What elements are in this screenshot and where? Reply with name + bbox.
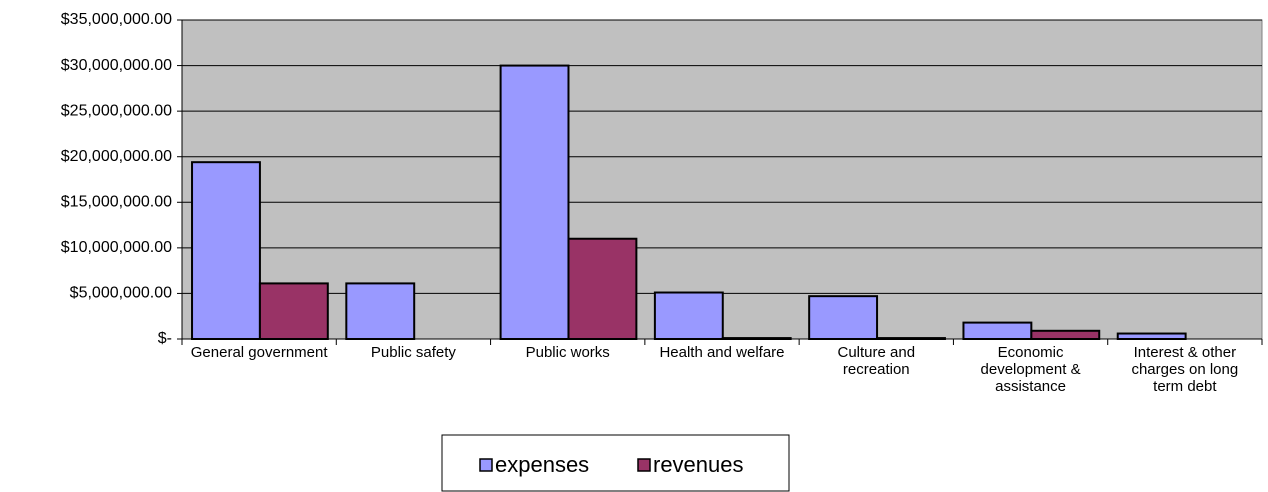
x-tick-label: General government [190, 344, 328, 361]
x-tick-label: Culture and recreation [837, 344, 916, 378]
y-tick-label: $30,000,000.00 [61, 57, 172, 74]
y-tick-label: $10,000,000.00 [61, 239, 172, 256]
legend-swatch [637, 458, 651, 472]
bar [499, 64, 570, 340]
bar [962, 321, 1033, 341]
x-tick-label: Interest & other charges on long term de… [1131, 344, 1239, 395]
legend-label: revenues [653, 452, 744, 477]
y-tick-label: $25,000,000.00 [61, 102, 172, 119]
legend-label: expenses [495, 452, 589, 477]
bar [345, 282, 416, 341]
x-tick-label: Economic development & assistance [980, 344, 1081, 395]
bar [1030, 329, 1101, 341]
bar [258, 282, 329, 341]
bar [567, 237, 638, 340]
bar [808, 295, 879, 341]
bar [653, 291, 724, 341]
plot-area [181, 19, 1263, 340]
y-tick-label: $- [158, 330, 172, 347]
y-tick-label: $15,000,000.00 [61, 194, 172, 211]
y-tick-label: $5,000,000.00 [70, 285, 172, 302]
bar [191, 161, 261, 340]
y-tick-label: $35,000,000.00 [61, 11, 172, 28]
x-tick-label: Health and welfare [659, 344, 785, 361]
x-tick-label: Public safety [370, 344, 456, 361]
legend-swatch [479, 458, 493, 472]
bar [1116, 332, 1187, 341]
y-tick-label: $20,000,000.00 [61, 148, 172, 165]
legend-box [441, 434, 790, 492]
x-tick-label: Public works [525, 344, 610, 361]
